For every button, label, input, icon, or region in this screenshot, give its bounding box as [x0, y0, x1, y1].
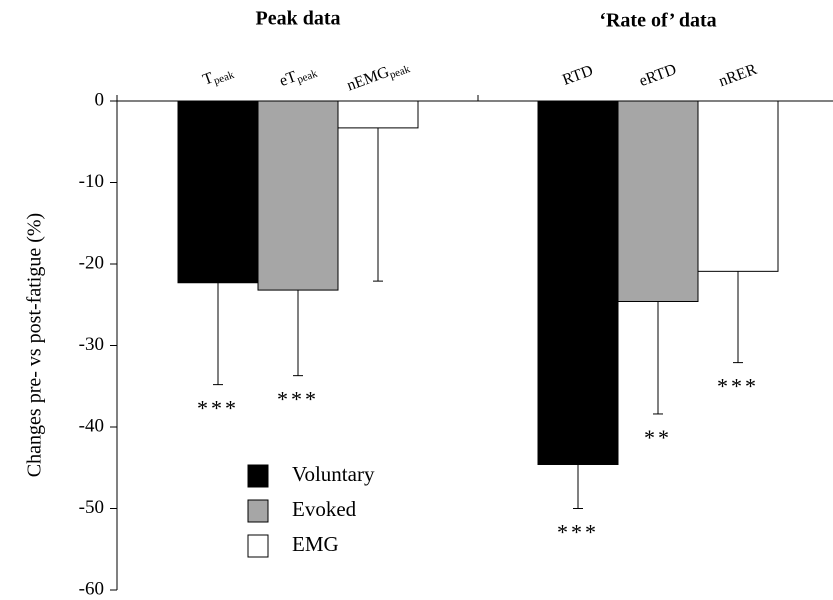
bar: [337, 100, 419, 129]
y-tick-label: 0: [95, 89, 105, 110]
x-tick-label: Tpeak: [200, 62, 236, 90]
x-tick-label: RTD: [560, 62, 595, 89]
y-tick-label: -40: [79, 415, 104, 436]
y-axis-label: Changes pre- vs post-fatigue (%): [24, 213, 46, 477]
significance-label: ***: [277, 387, 319, 412]
category-main: nRER: [716, 60, 759, 89]
bar: [697, 100, 779, 272]
bar: [617, 100, 699, 302]
significance-label: ***: [197, 396, 239, 421]
bar: [257, 100, 339, 291]
group-label: ‘Rate of’ data: [599, 10, 716, 32]
significance-label: ***: [557, 520, 599, 545]
legend-swatch: [247, 534, 269, 558]
y-tick-label: -20: [79, 252, 104, 273]
category-subscript: peak: [295, 67, 319, 86]
significance-label: ***: [717, 374, 759, 399]
legend-swatch: [247, 464, 269, 488]
group-label: Peak data: [256, 8, 341, 30]
x-tick-label: eRTD: [637, 61, 679, 90]
category-subscript: peak: [212, 68, 236, 87]
legend-label: Voluntary: [292, 462, 375, 486]
x-tick-label: nRER: [716, 60, 759, 89]
category-main: eT: [277, 68, 299, 90]
category-main: RTD: [560, 62, 595, 89]
category-subscript: peak: [388, 63, 412, 82]
x-tick-label: eTpeak: [277, 61, 319, 92]
legend-label: Evoked: [292, 497, 357, 521]
significance-label: **: [644, 425, 672, 450]
y-tick-label: -30: [79, 334, 104, 355]
x-tick-label: nEMGpeak: [345, 56, 412, 96]
legend-label: EMG: [292, 532, 339, 556]
category-main: eRTD: [637, 61, 679, 90]
y-tick-label: -10: [79, 171, 104, 192]
bar: [537, 100, 619, 465]
bar: [177, 100, 259, 284]
y-tick-label: -60: [79, 578, 104, 599]
y-tick-label: -50: [79, 497, 104, 518]
category-main: nEMG: [345, 63, 392, 94]
legend-swatch: [247, 499, 269, 523]
